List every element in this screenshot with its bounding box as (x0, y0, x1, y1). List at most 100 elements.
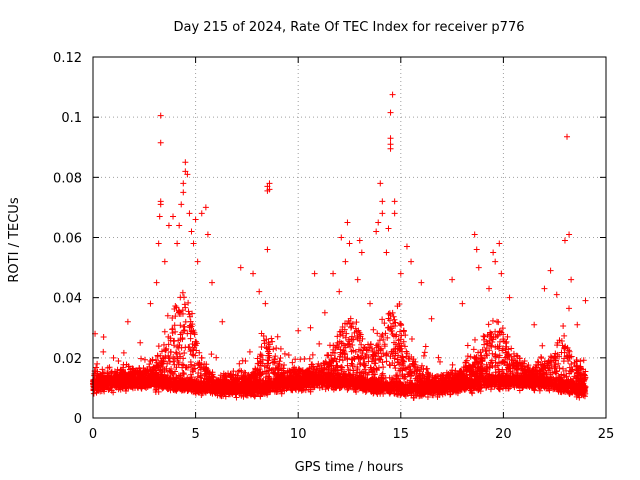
data-point (369, 345, 376, 352)
data-point (198, 392, 205, 399)
data-point (160, 341, 167, 348)
data-point (172, 313, 179, 320)
data-point (392, 365, 399, 372)
data-point (213, 354, 220, 361)
data-point (496, 386, 503, 393)
data-point (435, 354, 442, 361)
data-point (246, 348, 253, 355)
data-point (149, 357, 156, 364)
data-point (500, 370, 507, 377)
data-point (316, 340, 323, 347)
data-point (391, 355, 398, 362)
data-point (375, 341, 382, 348)
data-point (386, 361, 393, 368)
data-point (556, 365, 563, 372)
data-point (344, 362, 351, 369)
data-point (187, 335, 194, 342)
data-point (297, 356, 304, 363)
data-point (390, 313, 397, 320)
data-point (483, 351, 490, 358)
data-point (190, 352, 197, 359)
data-point (488, 360, 495, 367)
data-point (100, 333, 107, 340)
data-point (420, 352, 427, 359)
data-point (560, 322, 567, 329)
data-point (263, 345, 270, 352)
data-point (353, 328, 360, 335)
data-point (334, 362, 341, 369)
data-point (175, 359, 182, 366)
data-point (378, 333, 385, 340)
data-point (324, 351, 331, 358)
data-point (162, 346, 169, 353)
data-point (340, 347, 347, 354)
data-point (208, 351, 215, 358)
data-point (551, 354, 558, 361)
data-point (310, 366, 317, 373)
data-point (359, 350, 366, 357)
data-point (539, 342, 546, 349)
data-point (336, 338, 343, 345)
data-point (258, 330, 265, 337)
data-point (580, 357, 587, 364)
data-point (534, 358, 541, 365)
data-point (187, 361, 194, 368)
data-point (400, 358, 407, 365)
data-point (385, 315, 392, 322)
data-point (99, 366, 106, 373)
data-point (181, 371, 188, 378)
data-point (464, 353, 471, 360)
data-point (155, 343, 162, 350)
data-point (292, 356, 299, 363)
data-point (261, 340, 268, 347)
data-point (489, 317, 496, 324)
data-point (485, 321, 492, 328)
data-point (379, 316, 386, 323)
data-point (370, 326, 377, 333)
data-point (380, 364, 387, 371)
data-point (169, 315, 176, 322)
data-point (399, 362, 406, 369)
data-point (352, 325, 359, 332)
data-point (315, 360, 322, 367)
data-point (93, 364, 100, 371)
data-point (306, 355, 313, 362)
data-point (421, 349, 428, 356)
data-point (343, 330, 350, 337)
data-point (171, 322, 178, 329)
data-point (547, 371, 554, 378)
data-point (290, 367, 297, 374)
data-point (410, 394, 417, 401)
data-point (173, 304, 180, 311)
data-point (169, 326, 176, 333)
data-point (391, 339, 397, 346)
data-point (358, 341, 365, 348)
data-point (379, 331, 386, 338)
data-point (499, 347, 506, 354)
data-point (424, 394, 431, 401)
data-point (392, 319, 399, 326)
data-point (568, 360, 575, 367)
data-point (348, 348, 355, 355)
data-point (348, 356, 355, 363)
data-point (430, 392, 437, 399)
data-point (503, 343, 510, 350)
data-point (181, 350, 188, 357)
data-point (449, 361, 456, 368)
data-point (381, 320, 388, 327)
data-point (508, 345, 515, 352)
data-point (393, 373, 400, 380)
data-point (400, 338, 407, 345)
data-point (341, 348, 348, 355)
data-point (465, 362, 472, 369)
data-point (185, 299, 192, 306)
data-point (558, 371, 565, 378)
data-point (164, 312, 171, 319)
data-point (179, 361, 186, 368)
data-point (387, 362, 394, 369)
data-point (567, 353, 574, 360)
data-point (499, 325, 506, 332)
data-point (422, 343, 429, 350)
data-point (483, 361, 490, 368)
data-point (384, 334, 391, 341)
